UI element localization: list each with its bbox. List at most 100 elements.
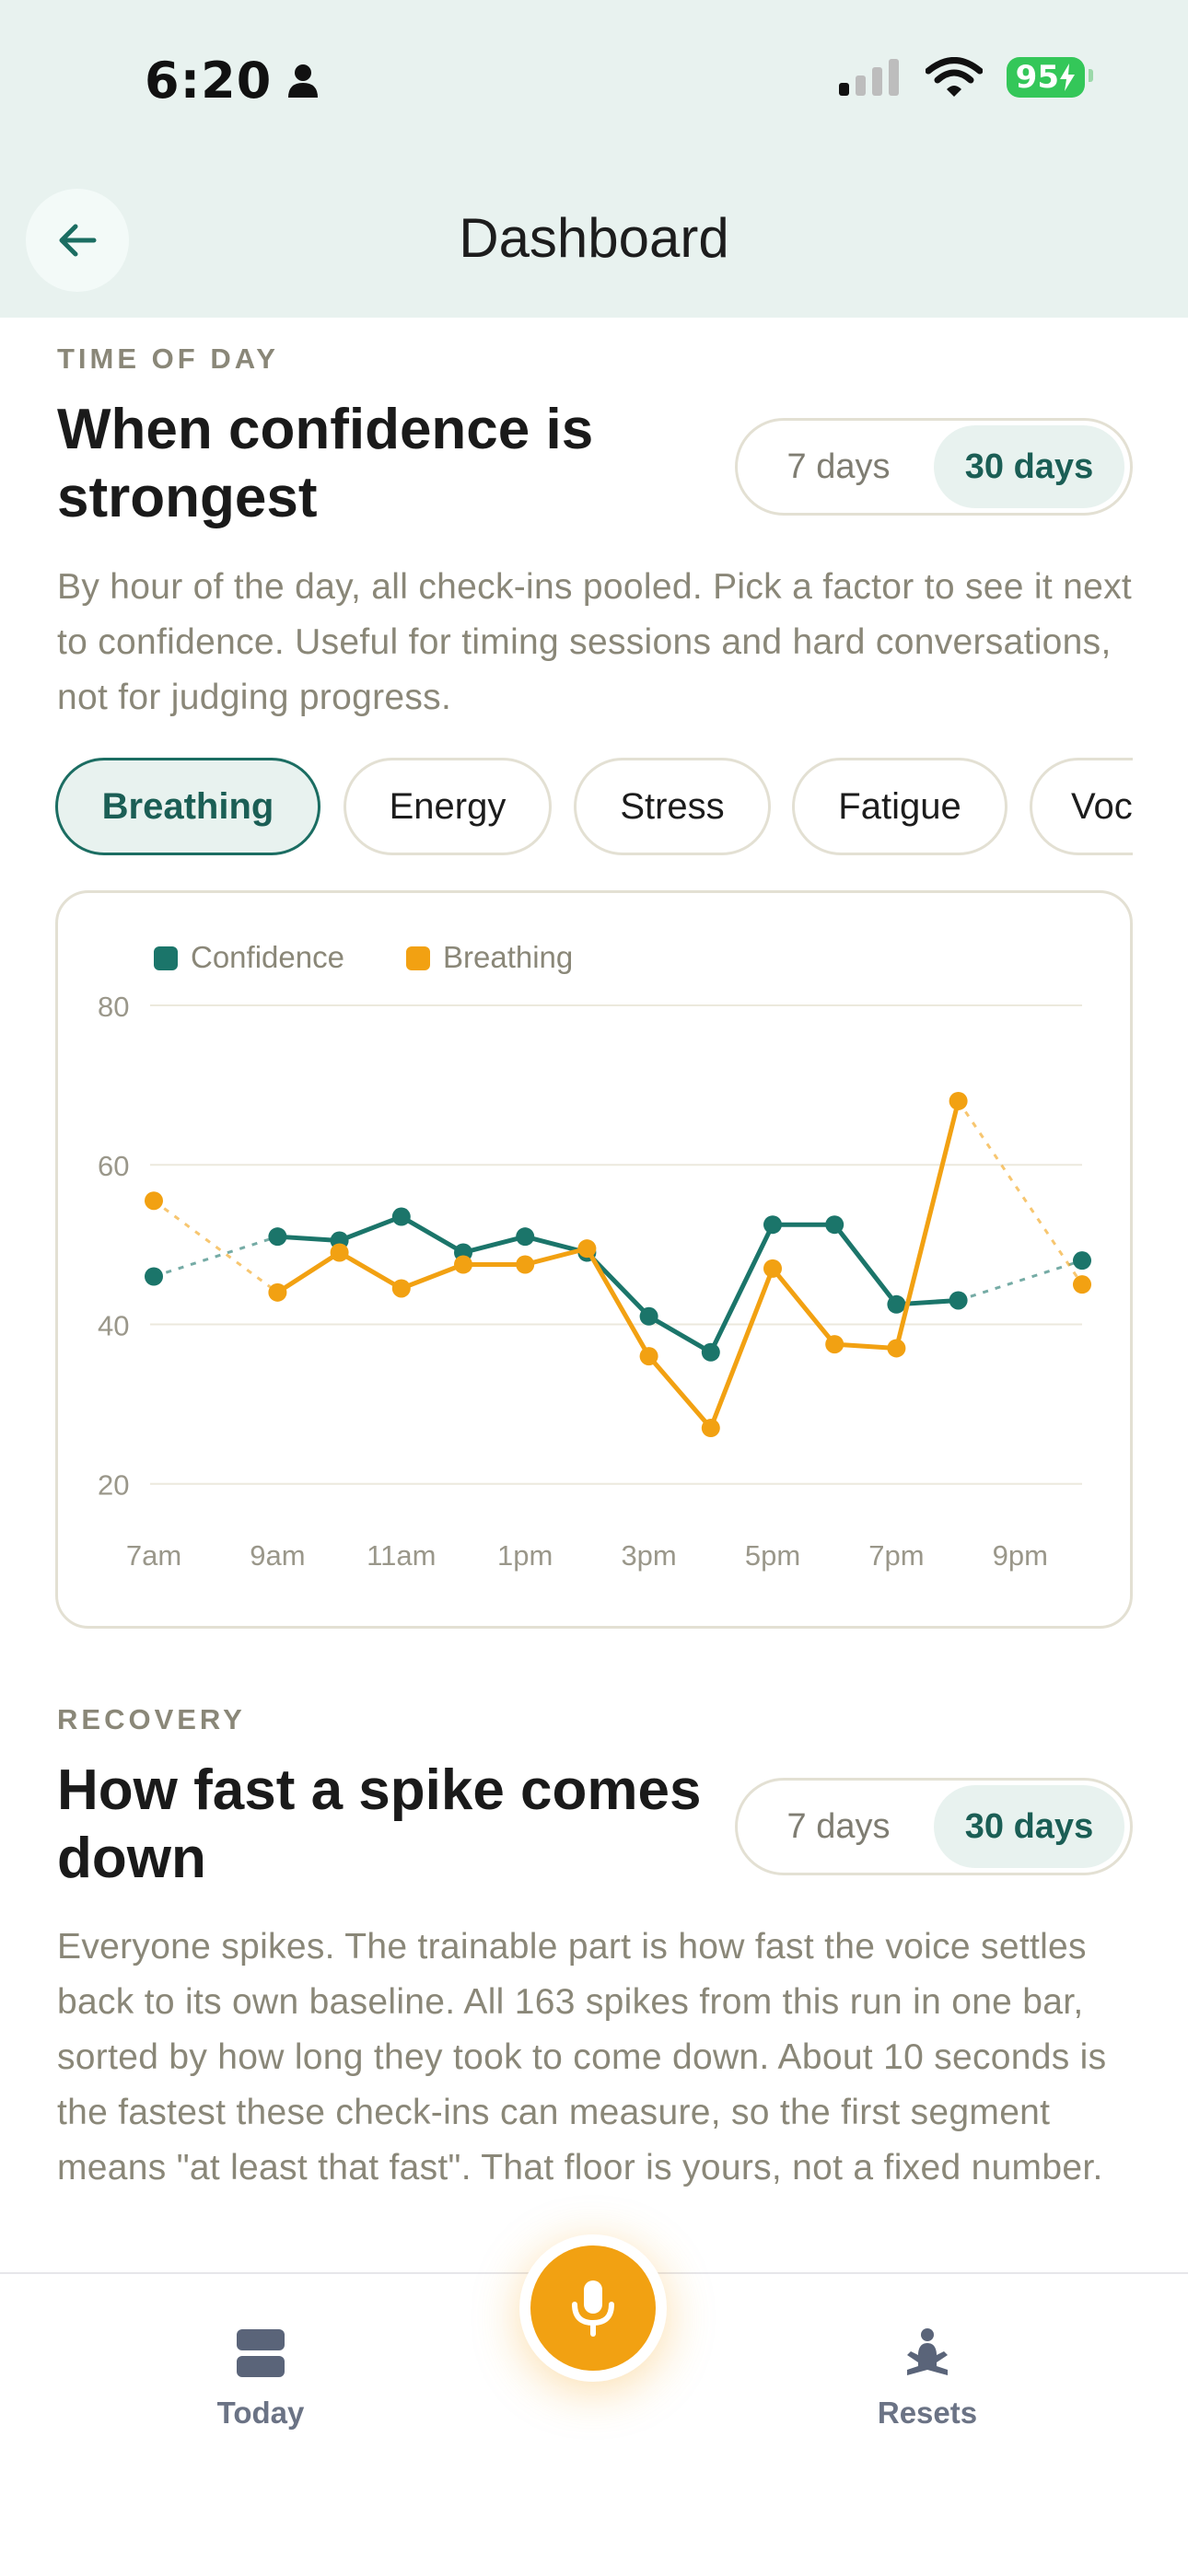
- breathing-point-5pm: [763, 1259, 782, 1278]
- range-toggle-time-of-day: 7 days 30 days: [735, 418, 1133, 516]
- legend-label-breathing: Breathing: [443, 940, 573, 974]
- confidence-line-segment: [460, 1234, 528, 1256]
- breathing-point-9am: [268, 1282, 287, 1302]
- confidence-point-9am: [268, 1227, 287, 1247]
- record-button[interactable]: [519, 2234, 667, 2382]
- signal-icon: [838, 59, 899, 96]
- breathing-line-segment: [584, 1246, 652, 1359]
- x-tick-label: 5pm: [745, 1539, 800, 1572]
- chip-stress[interactable]: Stress: [574, 758, 771, 855]
- breathing-line-segment: [274, 1250, 343, 1295]
- breathing-gap-segment: [153, 1200, 279, 1294]
- breathing-point-6pm: [825, 1335, 844, 1354]
- breathing-point-3pm: [639, 1347, 658, 1366]
- recovery-range-30-days[interactable]: 30 days: [934, 1785, 1124, 1868]
- confidence-line-segment: [337, 1214, 404, 1244]
- tab-resets-label: Resets: [877, 2396, 978, 2430]
- confidence-gap-segment: [153, 1235, 278, 1278]
- y-tick-label: 20: [98, 1469, 129, 1502]
- breathing-line-segment: [337, 1250, 404, 1291]
- breathing-point-10pm: [1073, 1275, 1091, 1294]
- range-toggle-recovery: 7 days 30 days: [735, 1778, 1133, 1875]
- x-tick-label: 1pm: [497, 1539, 553, 1572]
- range-30-days[interactable]: 30 days: [934, 425, 1124, 508]
- wifi-icon: [925, 57, 983, 97]
- x-tick-label: 9am: [250, 1539, 305, 1572]
- page-title: Dashboard: [459, 207, 729, 269]
- person-icon: [288, 64, 319, 98]
- breathing-line-segment: [832, 1341, 899, 1351]
- microphone-icon: [572, 2280, 614, 2337]
- confidence-point-7am: [145, 1267, 163, 1286]
- confidence-point-7pm: [887, 1294, 906, 1314]
- legend-label-confidence: Confidence: [191, 940, 344, 974]
- status-indicators: 95: [837, 57, 1094, 98]
- chip-energy[interactable]: Energy: [344, 758, 552, 855]
- confidence-by-hour-chart: Confidence Breathing 20 40 60 80 7am 9am 11am 1…: [98, 940, 1091, 1572]
- today-icon: [237, 2329, 285, 2377]
- legend-swatch-confidence: [154, 946, 178, 970]
- section-description-time-of-day: By hour of the day, all check-ins pooled…: [57, 567, 1133, 717]
- recovery-range-7-days[interactable]: 7 days: [786, 1806, 891, 1846]
- confidence-point-6pm: [825, 1215, 844, 1235]
- x-tick-label: 7pm: [868, 1539, 924, 1572]
- breathing-gap-segment: [957, 1100, 1084, 1285]
- record-button-inner: [530, 2245, 656, 2371]
- breathing-line-segment: [646, 1353, 714, 1431]
- range-7-days[interactable]: 7 days: [786, 447, 891, 486]
- charging-icon: [1060, 64, 1075, 91]
- breathing-line-segment: [770, 1266, 837, 1347]
- chip-fatigue[interactable]: Fatigue: [792, 758, 1007, 855]
- battery-level: 95: [1015, 59, 1059, 96]
- confidence-line-segment: [708, 1222, 775, 1355]
- breathing-line-segment: [893, 1098, 961, 1351]
- chart-card: Confidence Breathing 20 40 60 80 7am 9am 11am 1…: [55, 890, 1133, 1629]
- breathing-point-10am: [330, 1243, 349, 1262]
- back-button[interactable]: [26, 189, 129, 292]
- section-title-time-of-day: When confidence is strongest: [57, 398, 594, 529]
- section-eyebrow-time-of-day: TIME OF DAY: [57, 342, 279, 375]
- confidence-line-segment: [399, 1214, 466, 1256]
- confidence-line-segment: [646, 1314, 714, 1355]
- clock-text: 6:20: [145, 52, 273, 110]
- y-tick-label: 80: [98, 991, 129, 1023]
- confidence-gap-segment: [958, 1259, 1083, 1302]
- confidence-point-3pm: [639, 1306, 658, 1326]
- y-tick-label: 60: [98, 1150, 129, 1182]
- breathing-line-segment: [708, 1266, 775, 1431]
- breathing-point-12pm: [454, 1255, 472, 1274]
- section-description-recovery: Everyone spikes. The trainable part is h…: [57, 1927, 1107, 2187]
- section-eyebrow-recovery: RECOVERY: [57, 1703, 246, 1735]
- y-tick-label: 40: [98, 1309, 129, 1341]
- tab-resets[interactable]: Resets: [808, 2327, 1047, 2431]
- legend-swatch-breathing: [406, 946, 430, 970]
- breathing-point-4pm: [701, 1419, 720, 1438]
- chip-voice[interactable]: Voc: [1030, 758, 1133, 855]
- chip-breathing[interactable]: Breathing: [55, 758, 320, 855]
- breathing-point-1pm: [516, 1255, 535, 1274]
- confidence-line-segment: [832, 1222, 899, 1307]
- arrow-left-icon: [59, 224, 97, 257]
- confidence-point-4pm: [701, 1342, 720, 1362]
- section-title-recovery: How fast a spike comes down: [57, 1758, 702, 1890]
- confidence-point-5pm: [763, 1215, 782, 1235]
- breathing-line-segment: [399, 1262, 466, 1291]
- tab-today[interactable]: Today: [141, 2327, 380, 2431]
- confidence-point-10pm: [1073, 1251, 1091, 1271]
- x-tick-label: 11am: [367, 1539, 436, 1572]
- breathing-point-7am: [145, 1191, 163, 1211]
- x-tick-label: 9pm: [993, 1539, 1048, 1572]
- tab-today-label: Today: [216, 2396, 305, 2430]
- breathing-point-7pm: [887, 1339, 906, 1358]
- factor-chips: Breathing Energy Stress Fatigue Voc: [55, 758, 1133, 859]
- breathing-line-segment: [522, 1246, 589, 1267]
- confidence-point-1pm: [516, 1227, 535, 1247]
- breathing-point-2pm: [577, 1239, 597, 1259]
- confidence-point-8pm: [949, 1291, 968, 1310]
- confidence-line-segment: [274, 1234, 343, 1244]
- battery-indicator: 95: [1006, 57, 1094, 98]
- breathing-point-8pm: [949, 1091, 968, 1110]
- header: 6:20 95 Dashboard: [0, 0, 1188, 318]
- status-time: 6:20: [145, 52, 320, 110]
- x-tick-label: 3pm: [621, 1539, 676, 1572]
